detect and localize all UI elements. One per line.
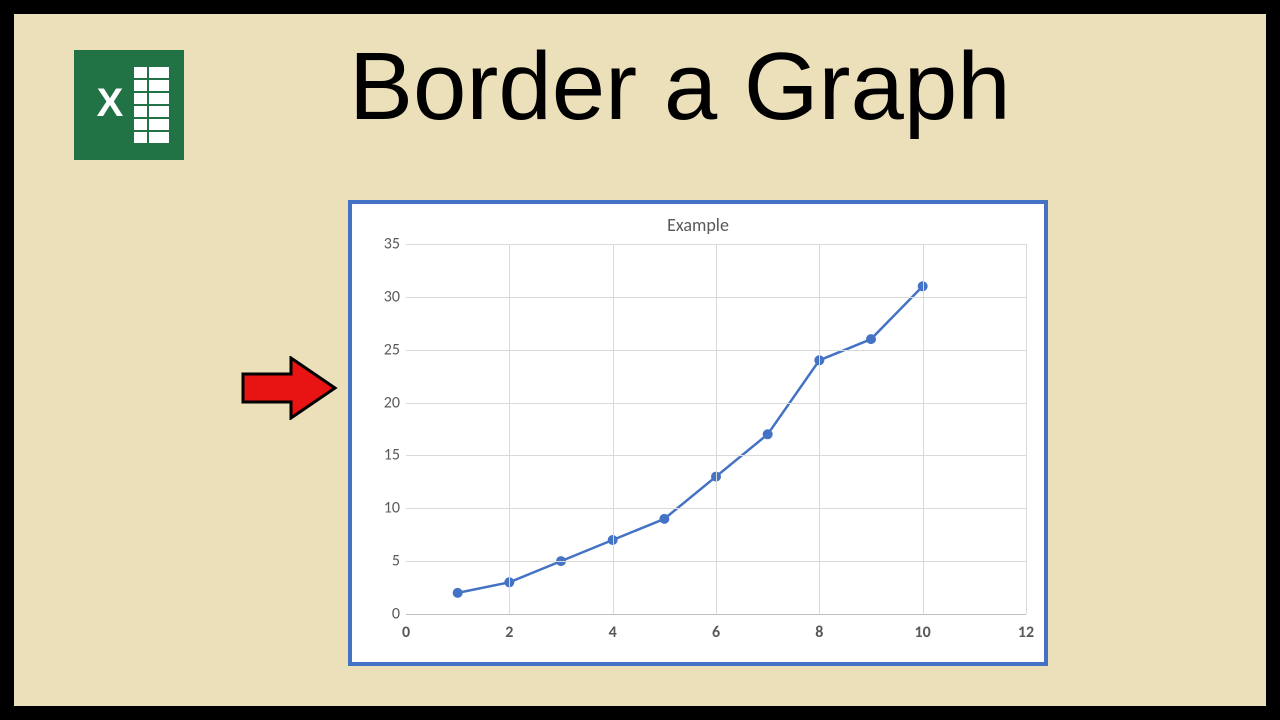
y-axis-label: 5 <box>372 552 400 571</box>
excel-icon: X <box>74 50 184 160</box>
y-axis-label: 10 <box>372 499 400 518</box>
y-axis-label: 20 <box>372 393 400 412</box>
x-axis-label: 12 <box>1018 623 1034 642</box>
gridline <box>406 614 1026 615</box>
gridline <box>1026 244 1027 614</box>
plot-area: 05101520253035024681012 <box>406 244 1026 614</box>
gridline <box>819 244 820 614</box>
x-axis-label: 8 <box>815 623 823 642</box>
x-axis-label: 0 <box>402 623 410 642</box>
y-axis-label: 30 <box>372 287 400 306</box>
chart-container: Example 05101520253035024681012 <box>348 200 1048 666</box>
gridline <box>509 244 510 614</box>
gridline <box>716 244 717 614</box>
svg-text:X: X <box>97 81 124 125</box>
gridline <box>923 244 924 614</box>
chart-title: Example <box>352 214 1044 236</box>
y-axis-label: 15 <box>372 446 400 465</box>
y-axis-label: 0 <box>372 605 400 624</box>
y-axis-label: 25 <box>372 340 400 359</box>
x-axis-label: 10 <box>915 623 931 642</box>
page-title: Border a Graph <box>349 32 1011 142</box>
x-axis-label: 6 <box>712 623 720 642</box>
x-axis-label: 4 <box>609 623 617 642</box>
x-axis-label: 2 <box>505 623 513 642</box>
arrow-icon <box>239 356 339 420</box>
gridline <box>613 244 614 614</box>
y-axis-label: 35 <box>372 235 400 254</box>
content-frame: X Border a Graph Example 051015202530350… <box>14 14 1266 706</box>
